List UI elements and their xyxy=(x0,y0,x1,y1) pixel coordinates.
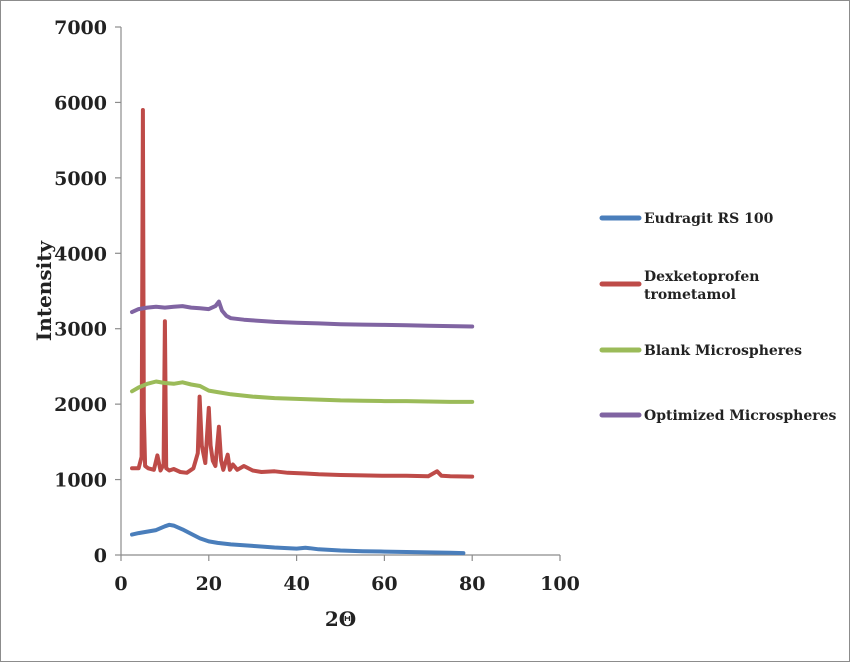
series-line-2 xyxy=(130,108,475,479)
y-tick-label: 5000 xyxy=(54,168,107,190)
series-line-4 xyxy=(130,299,475,329)
series-line-1 xyxy=(130,522,466,556)
x-axis-title: 2Θ xyxy=(325,607,356,631)
legend-label-2: Dexketoprofen trometamol xyxy=(644,269,759,303)
y-tick-label: 6000 xyxy=(54,92,107,114)
legend-label-1: Eudragit RS 100 xyxy=(644,211,774,227)
y-tick-label: 2000 xyxy=(54,394,107,416)
y-tick-label: 0 xyxy=(94,545,107,567)
x-tick-label: 20 xyxy=(196,573,222,595)
y-tick-label: 3000 xyxy=(54,319,107,341)
y-tick-label: 7000 xyxy=(54,17,107,39)
y-tick-label: 4000 xyxy=(54,243,107,265)
legend-label-3: Blank Microspheres xyxy=(644,343,802,359)
y-tick-label: 1000 xyxy=(54,470,107,492)
x-tick-label: 60 xyxy=(371,573,397,595)
series-line-3 xyxy=(130,379,475,404)
x-tick-label: 80 xyxy=(459,573,485,595)
x-tick-label: 40 xyxy=(283,573,309,595)
x-tick-label: 100 xyxy=(540,573,580,595)
legend-label-4: Optimized Microspheres xyxy=(644,408,837,424)
x-tick-label: 0 xyxy=(114,573,127,595)
y-axis-title: Intensity xyxy=(32,240,56,341)
